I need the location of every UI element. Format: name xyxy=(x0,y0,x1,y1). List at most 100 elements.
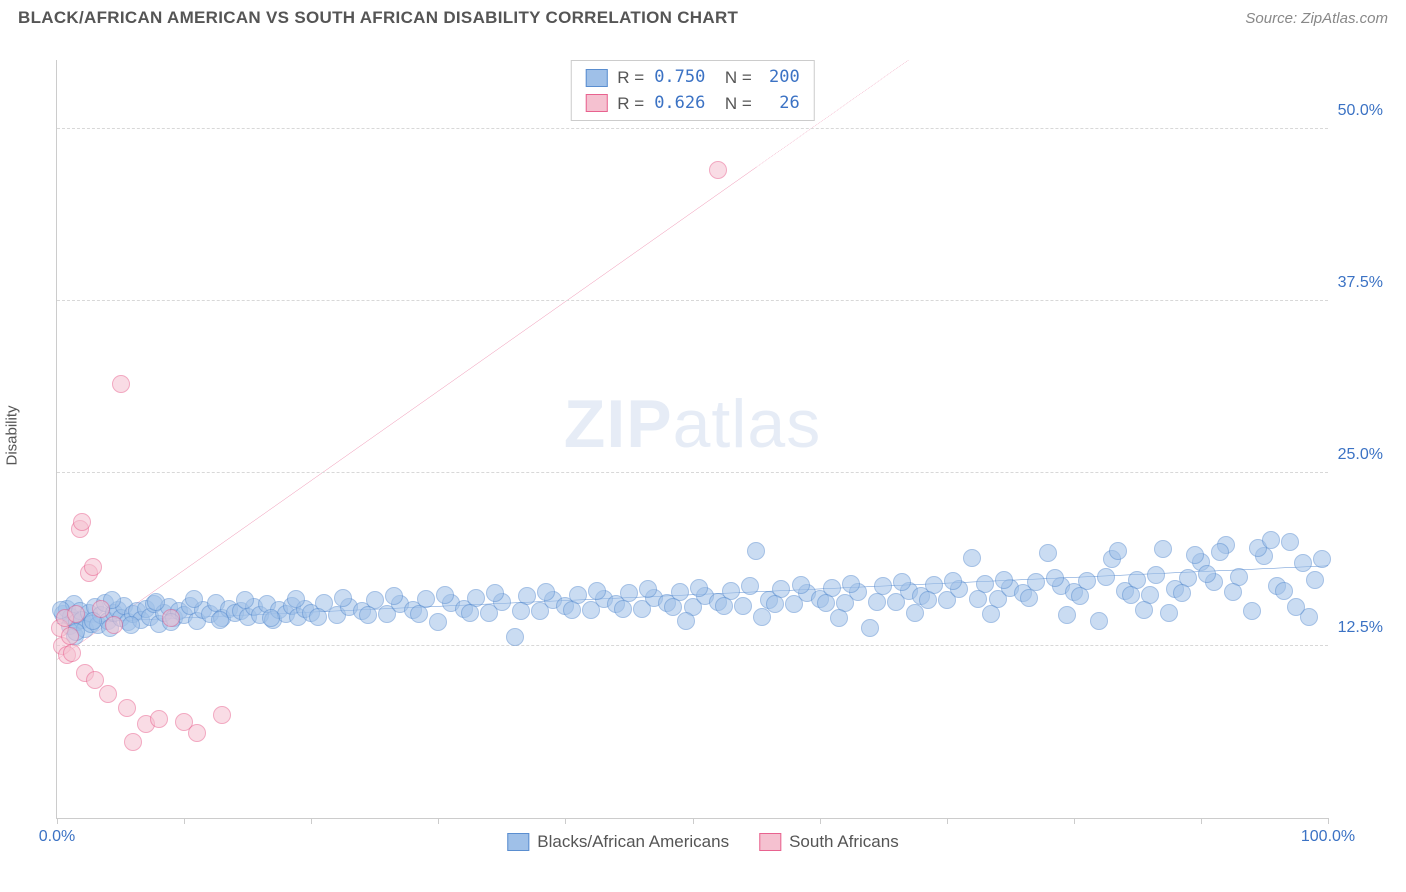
x-tick xyxy=(947,818,948,824)
scatter-point xyxy=(537,583,555,601)
scatter-point xyxy=(73,513,91,531)
scatter-point xyxy=(185,590,203,608)
scatter-point xyxy=(410,605,428,623)
correlation-legend-row: R = 0.750 N = 200 xyxy=(585,65,800,91)
scatter-point xyxy=(1186,546,1204,564)
scatter-point xyxy=(1122,586,1140,604)
scatter-point xyxy=(588,582,606,600)
scatter-point xyxy=(309,608,327,626)
scatter-point xyxy=(715,597,733,615)
scatter-point xyxy=(995,571,1013,589)
scatter-point xyxy=(1097,568,1115,586)
x-tick xyxy=(311,818,312,824)
x-tick xyxy=(693,818,694,824)
chart-container: Disability ZIPatlas 12.5%25.0%37.5%50.0%… xyxy=(18,40,1388,874)
scatter-point xyxy=(639,580,657,598)
scatter-point xyxy=(792,576,810,594)
scatter-point xyxy=(906,604,924,622)
legend-r-value: 0.750 xyxy=(654,65,705,91)
scatter-point xyxy=(122,616,140,634)
x-tick xyxy=(184,818,185,824)
y-tick-label: 37.5% xyxy=(1338,274,1383,292)
scatter-point xyxy=(982,605,1000,623)
scatter-point xyxy=(1294,554,1312,572)
chart-title: BLACK/AFRICAN AMERICAN VS SOUTH AFRICAN … xyxy=(18,8,738,28)
legend-n-value: 200 xyxy=(762,65,800,91)
watermark-light: atlas xyxy=(673,386,822,462)
scatter-point xyxy=(963,549,981,567)
scatter-point xyxy=(1306,571,1324,589)
legend-n-label: N = xyxy=(715,91,751,117)
scatter-point xyxy=(1281,533,1299,551)
scatter-point xyxy=(1090,612,1108,630)
x-tick-label: 0.0% xyxy=(39,828,75,846)
legend-n-value: 26 xyxy=(762,91,800,117)
watermark-bold: ZIP xyxy=(564,386,673,462)
y-axis-label: Disability xyxy=(4,405,21,465)
scatter-point xyxy=(1173,584,1191,602)
scatter-point xyxy=(753,608,771,626)
legend-swatch xyxy=(507,833,529,851)
scatter-point xyxy=(868,593,886,611)
scatter-point xyxy=(1020,589,1038,607)
gridline-horizontal xyxy=(57,645,1328,646)
legend-r-value: 0.626 xyxy=(654,91,705,117)
legend-swatch xyxy=(759,833,781,851)
scatter-point xyxy=(1160,604,1178,622)
correlation-legend-row: R =0.626 N =26 xyxy=(585,91,800,117)
scatter-point xyxy=(92,600,110,618)
scatter-point xyxy=(211,611,229,629)
legend-n-label: N = xyxy=(715,65,751,91)
chart-header: BLACK/AFRICAN AMERICAN VS SOUTH AFRICAN … xyxy=(0,0,1406,32)
scatter-point xyxy=(1211,543,1229,561)
scatter-point xyxy=(213,706,231,724)
scatter-point xyxy=(1109,542,1127,560)
scatter-point xyxy=(1046,569,1064,587)
scatter-point xyxy=(512,602,530,620)
scatter-point xyxy=(124,733,142,751)
scatter-point xyxy=(1071,587,1089,605)
scatter-point xyxy=(236,591,254,609)
scatter-point xyxy=(1287,598,1305,616)
scatter-point xyxy=(1058,606,1076,624)
scatter-point xyxy=(741,577,759,595)
series-legend-item: South Africans xyxy=(759,832,899,852)
x-tick xyxy=(1074,818,1075,824)
scatter-point xyxy=(262,609,280,627)
x-tick xyxy=(1328,818,1329,824)
x-tick xyxy=(438,818,439,824)
scatter-point xyxy=(118,699,136,717)
scatter-point xyxy=(734,597,752,615)
x-tick xyxy=(565,818,566,824)
scatter-point xyxy=(334,589,352,607)
watermark: ZIPatlas xyxy=(564,385,821,463)
y-tick-label: 12.5% xyxy=(1338,619,1383,637)
scatter-point xyxy=(99,685,117,703)
scatter-point xyxy=(506,628,524,646)
scatter-point xyxy=(709,161,727,179)
gridline-horizontal xyxy=(57,472,1328,473)
scatter-point xyxy=(461,604,479,622)
scatter-point xyxy=(84,558,102,576)
scatter-point xyxy=(563,601,581,619)
scatter-point xyxy=(147,593,165,611)
scatter-point xyxy=(429,613,447,631)
source-citation: Source: ZipAtlas.com xyxy=(1245,10,1388,27)
legend-swatch xyxy=(585,69,607,87)
legend-swatch xyxy=(585,94,607,112)
scatter-point xyxy=(969,590,987,608)
scatter-point xyxy=(162,609,180,627)
scatter-point xyxy=(1147,566,1165,584)
gridline-horizontal xyxy=(57,128,1328,129)
scatter-point xyxy=(1135,601,1153,619)
legend-r-label: R = xyxy=(617,65,644,91)
series-legend-item: Blacks/African Americans xyxy=(507,832,729,852)
scatter-point xyxy=(287,590,305,608)
scatter-point xyxy=(188,724,206,742)
scatter-point xyxy=(1224,583,1242,601)
scatter-point xyxy=(690,579,708,597)
scatter-point xyxy=(817,594,835,612)
series-legend-label: South Africans xyxy=(789,832,899,852)
scatter-point xyxy=(944,572,962,590)
scatter-point xyxy=(1262,531,1280,549)
